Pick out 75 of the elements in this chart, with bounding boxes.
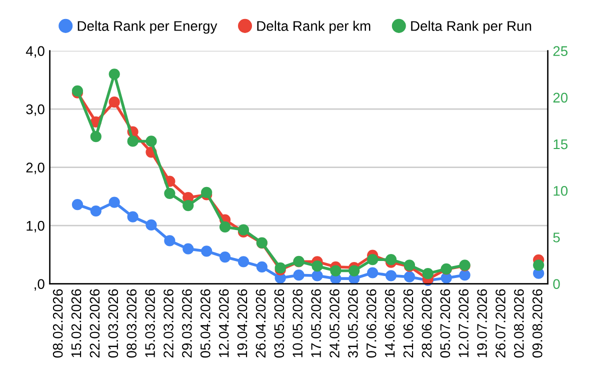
x-tick-label: 03.05.2026 xyxy=(274,289,284,358)
point xyxy=(90,205,102,217)
point xyxy=(164,235,176,246)
x-tick-label: 05.07.2026 xyxy=(440,289,450,358)
point xyxy=(238,224,250,236)
point xyxy=(108,68,120,80)
point xyxy=(533,260,544,271)
point xyxy=(90,131,102,142)
x-tick-label: 26.04.2026 xyxy=(256,289,266,358)
x-tick-label: 07.06.2026 xyxy=(366,289,376,358)
y-tick-label: 3,0 xyxy=(26,104,44,116)
y2-tick-label: 15 xyxy=(554,140,568,150)
point xyxy=(201,246,212,257)
x-tick-label: 17.05.2026 xyxy=(311,289,321,358)
y2-tick-label: 25 xyxy=(553,46,568,56)
x-tick-label: 12.07.2026 xyxy=(458,289,469,358)
point xyxy=(256,261,268,272)
x-tick-label: 08.02.2026 xyxy=(52,289,63,358)
legend-label: Delta Rank per Run xyxy=(411,20,532,34)
x-tick-label: 01.03.2026 xyxy=(108,289,118,358)
x-tick-label: 12.04.2026 xyxy=(218,289,229,358)
x-tick-label: 21.06.2026 xyxy=(403,289,414,358)
x-tick-label: 15.02.2026 xyxy=(71,289,82,358)
x-tick-label: 02.08.2026 xyxy=(514,289,524,358)
x-tick-label: 28.06.2026 xyxy=(422,289,432,358)
y2-tick-label: 20 xyxy=(553,92,568,103)
point xyxy=(127,211,138,222)
x-tick-label: 14.06.2026 xyxy=(384,289,395,358)
point xyxy=(182,200,194,212)
x-tick-label: 31.05.2026 xyxy=(348,289,358,358)
point xyxy=(312,260,323,272)
x-tick-label: 26.07.2026 xyxy=(496,289,506,358)
y2-tick-label: 0 xyxy=(553,279,560,289)
point xyxy=(219,221,231,233)
point xyxy=(312,270,323,282)
y-tick-label: 4,0 xyxy=(26,46,44,58)
x-tick-label: 15.03.2026 xyxy=(145,289,155,358)
point xyxy=(367,254,378,266)
y-tick-label: 1,0 xyxy=(26,220,44,232)
y-tick-label: ,0 xyxy=(34,279,44,291)
point xyxy=(219,251,231,263)
x-tick-label: 10.05.2026 xyxy=(292,289,303,358)
point xyxy=(238,256,250,268)
y2-tick-label: 5 xyxy=(553,232,560,242)
legend-label: Delta Rank per km xyxy=(257,20,370,34)
x-tick-label: 05.04.2026 xyxy=(200,289,210,358)
point xyxy=(164,188,176,199)
point xyxy=(108,96,120,108)
point xyxy=(330,265,342,276)
point xyxy=(72,199,84,210)
point xyxy=(367,267,378,278)
point xyxy=(146,136,157,147)
x-tick-label: 29.03.2026 xyxy=(182,289,192,358)
point xyxy=(348,265,360,276)
point xyxy=(146,219,157,231)
point xyxy=(385,254,397,266)
point xyxy=(201,186,212,198)
point xyxy=(385,270,397,282)
x-tick-label: 19.07.2026 xyxy=(477,289,487,358)
point xyxy=(108,196,120,208)
x-tick-label: 19.04.2026 xyxy=(237,289,248,358)
point xyxy=(404,271,416,282)
point xyxy=(293,270,304,281)
point xyxy=(422,268,434,280)
x-tick-label: 22.03.2026 xyxy=(164,289,174,358)
y2-tick-label: 10 xyxy=(554,186,568,196)
y-tick-label: 2,0 xyxy=(26,162,44,174)
x-tick-label: 08.03.2026 xyxy=(126,289,137,358)
x-tick-label: 22.02.2026 xyxy=(90,289,100,358)
x-tick-label: 24.05.2026 xyxy=(330,289,340,358)
point xyxy=(182,243,194,254)
point xyxy=(459,270,470,281)
x-tick-label: 09.08.2026 xyxy=(532,289,542,358)
legend-label: Delta Rank per Energy xyxy=(78,20,218,34)
point xyxy=(127,136,138,147)
